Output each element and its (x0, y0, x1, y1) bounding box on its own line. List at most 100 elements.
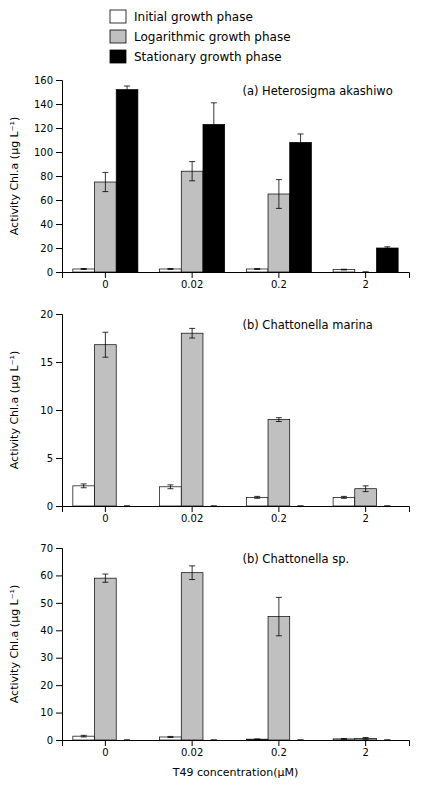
tick-label: 20 (40, 309, 53, 320)
error-bar (276, 597, 282, 635)
tick-label: 160 (34, 75, 53, 86)
error-bar (167, 268, 173, 270)
error-bar (102, 574, 108, 582)
tick-label: 5 (47, 453, 53, 464)
tick-label: 100 (34, 147, 53, 158)
bar (160, 737, 182, 740)
tick-label: 2 (362, 747, 368, 758)
x-axis: 00.020.22 (63, 272, 410, 290)
tick-mark (56, 152, 62, 153)
y-axis-title: Activity Chl.a (µg L⁻¹) (8, 117, 21, 235)
bar (181, 333, 203, 506)
y-axis: 0 5 10 15 20 (40, 309, 62, 512)
error-bar (211, 506, 217, 507)
bar (160, 269, 182, 272)
bar (203, 124, 225, 272)
tick-mark (192, 740, 193, 746)
bar (116, 740, 138, 741)
x-axis-title: T49 concentration(µM) (172, 766, 298, 779)
tick-mark (365, 506, 366, 512)
legend-item: Logarithmic growth phase (110, 30, 291, 44)
bar (73, 736, 95, 740)
error-bar (298, 134, 304, 151)
tick: 2 (362, 272, 368, 290)
error-bar (167, 736, 173, 737)
legend: Initial growth phaseLogarithmic growth p… (110, 10, 291, 64)
annotation: (b) Chattonella marina (242, 318, 372, 332)
tick-mark (56, 458, 62, 459)
tick: 160 (34, 75, 62, 86)
plot-area (73, 566, 390, 740)
error-bar (81, 268, 87, 270)
error-bar (81, 484, 87, 488)
axis-line (63, 273, 410, 279)
bar (203, 740, 225, 741)
tick-label: 0 (47, 501, 53, 512)
panel: 0510152000.020.22Activity Chl.a (µg L⁻¹)… (8, 309, 410, 524)
tick-mark (365, 272, 366, 278)
tick-label: 80 (40, 171, 53, 182)
tick: 140 (34, 99, 62, 110)
tick: 100 (34, 147, 62, 158)
tick-label: 140 (34, 99, 53, 110)
tick-mark (105, 740, 106, 746)
bar (181, 573, 203, 740)
tick-label: 20 (40, 680, 53, 691)
tick-label: 0.02 (181, 279, 203, 290)
tick-mark (56, 248, 62, 249)
bar (268, 420, 290, 506)
tick-mark (56, 506, 62, 507)
tick-mark (278, 740, 279, 746)
bar (376, 248, 398, 272)
y-axis: 010203040506070 (40, 543, 62, 746)
tick-mark (365, 740, 366, 746)
tick-mark (56, 575, 62, 576)
tick: 120 (34, 123, 62, 134)
tick: 10 (40, 707, 62, 718)
x-axis: 00.020.22 (63, 740, 410, 758)
tick: 70 (40, 543, 62, 554)
tick: 0 (102, 272, 108, 290)
bar (355, 272, 377, 273)
tick-mark (56, 630, 62, 631)
error-bar (254, 739, 260, 740)
error-bar (341, 738, 347, 740)
legend-swatch (110, 30, 126, 43)
error-bar (254, 268, 260, 270)
tick: 30 (40, 652, 62, 663)
bar (246, 497, 268, 506)
tick: 0 (47, 501, 62, 512)
tick-label: 0 (47, 267, 53, 278)
bar (95, 578, 117, 740)
tick-label: 120 (34, 123, 53, 134)
tick-label: 50 (40, 598, 53, 609)
bar (116, 506, 138, 507)
tick: 0.2 (271, 740, 287, 758)
tick-mark (56, 740, 62, 741)
legend-item: Stationary growth phase (110, 50, 282, 64)
tick-mark (56, 314, 62, 315)
tick-label: 10 (40, 707, 53, 718)
tick: 60 (40, 570, 62, 581)
bar (333, 739, 355, 740)
axis-line (63, 507, 410, 513)
tick-mark (56, 362, 62, 363)
tick-label: 0 (102, 513, 108, 524)
tick: 2 (362, 506, 368, 524)
tick-mark (56, 224, 62, 225)
bar (290, 506, 312, 507)
tick-mark (192, 272, 193, 278)
tick-label: 15 (40, 357, 53, 368)
tick-label: 10 (40, 405, 53, 416)
tick-label: 0 (47, 735, 53, 746)
error-bar (102, 172, 108, 191)
error-bar (341, 269, 347, 271)
tick-label: 0 (102, 279, 108, 290)
error-bar (384, 247, 390, 249)
tick-label: 70 (40, 543, 53, 554)
tick: 0.2 (271, 506, 287, 524)
tick-mark (56, 176, 62, 177)
error-bar (298, 740, 304, 741)
tick: 0.02 (181, 740, 203, 758)
tick-mark (278, 272, 279, 278)
